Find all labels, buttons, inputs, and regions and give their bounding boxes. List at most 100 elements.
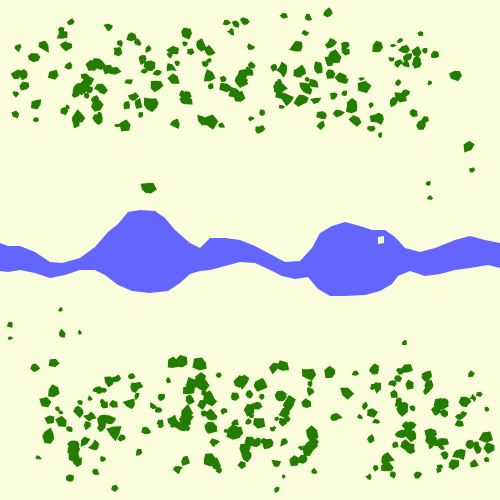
vegetation-patch	[455, 448, 466, 461]
vegetation-patch	[248, 116, 255, 122]
vegetation-patch	[293, 64, 307, 78]
vegetation-patch	[127, 92, 140, 101]
vegetation-patch	[77, 399, 83, 406]
vegetation-patch	[402, 53, 413, 62]
vegetation-patch	[204, 421, 218, 434]
vegetation-patch	[395, 368, 405, 375]
vegetation-patch	[182, 41, 188, 47]
vegetation-patch	[281, 474, 286, 479]
vegetation-patch	[100, 456, 107, 462]
vegetation-patch	[247, 43, 256, 50]
vegetation-patch	[394, 59, 404, 69]
vegetation-patch	[449, 70, 462, 82]
vegetation-patch	[197, 400, 207, 410]
vegetation-patch	[44, 415, 55, 424]
vegetation-patch	[30, 363, 41, 372]
vegetation-patch	[306, 425, 319, 443]
vegetation-patch	[469, 459, 479, 468]
vegetation-patch	[135, 448, 143, 456]
vegetation-patch	[357, 80, 372, 94]
vegetation-patch	[71, 91, 80, 98]
vegetation-patch	[289, 40, 303, 52]
vegetation-patch	[38, 40, 49, 53]
vegetation-patch	[203, 69, 216, 82]
vegetation-patch	[122, 398, 135, 410]
vegetation-patch	[86, 86, 93, 94]
vegetation-patch	[210, 413, 218, 420]
vegetation-patch	[80, 73, 91, 81]
vegetation-patch	[47, 69, 59, 80]
vegetation-patch	[58, 306, 63, 312]
vegetation-patch	[175, 354, 188, 368]
vegetation-patch	[413, 471, 423, 479]
vegetation-patch	[220, 408, 228, 415]
vegetation-patch	[417, 31, 424, 37]
vegetation-patch	[325, 69, 336, 79]
vegetation-patch	[127, 373, 136, 380]
vegetation-patch	[394, 429, 406, 438]
vegetation-patch	[141, 426, 152, 435]
vegetation-patch	[237, 374, 250, 390]
vegetation-patch	[389, 97, 398, 108]
vegetation-patch	[369, 112, 384, 125]
vegetation-patch	[436, 464, 444, 469]
vegetation-patch	[357, 413, 363, 419]
vegetation-patch	[113, 46, 123, 57]
vegetation-patch	[406, 443, 416, 455]
vegetation-patch	[448, 463, 455, 470]
vegetation-patch	[301, 368, 317, 381]
vegetation-patch	[368, 101, 374, 109]
vegetation-patch	[82, 411, 97, 422]
vegetation-patch	[72, 119, 80, 129]
vegetation-patch	[11, 110, 20, 119]
vegetation-patch	[55, 406, 60, 412]
vegetation-patch	[35, 455, 43, 460]
vegetation-patch	[389, 471, 396, 479]
vegetation-patch	[463, 140, 475, 153]
vegetation-patch	[83, 420, 91, 431]
vegetation-patch	[99, 399, 105, 406]
vegetation-patch	[304, 77, 310, 82]
vegetation-patch	[167, 356, 179, 368]
vegetation-patch	[280, 438, 289, 447]
vegetation-patch	[145, 44, 152, 53]
vegetation-patch	[305, 13, 313, 21]
vegetation-patch	[134, 38, 142, 47]
vegetation-patch	[187, 48, 195, 56]
vegetation-patch	[245, 418, 252, 425]
vegetation-patch	[203, 453, 216, 467]
vegetation-patch	[223, 428, 230, 433]
vegetation-patch	[228, 87, 241, 98]
vegetation-patch	[18, 69, 28, 81]
vegetation-patch	[201, 390, 209, 396]
vegetation-patch	[72, 457, 82, 468]
vegetation-patch	[92, 468, 100, 475]
vegetation-patch	[249, 401, 263, 410]
vegetation-patch	[323, 7, 333, 18]
vegetation-patch	[398, 44, 411, 54]
vegetation-patch	[361, 401, 368, 410]
vegetation-patch	[324, 365, 336, 379]
vegetation-patch	[234, 74, 249, 89]
vegetation-patch	[65, 426, 73, 432]
vegetation-patch	[311, 467, 318, 474]
vegetation-patch	[405, 379, 414, 390]
vegetation-patch	[469, 393, 476, 403]
vegetation-patch	[215, 467, 223, 474]
vegetation-patch	[435, 438, 450, 449]
vegetation-patch	[397, 38, 403, 44]
vegetation-patch	[430, 405, 441, 416]
vegetation-patch	[348, 115, 362, 127]
vegetation-patch	[401, 364, 413, 373]
vegetation-patch	[104, 414, 117, 425]
vegetation-patch	[395, 79, 402, 87]
vegetation-patch	[428, 444, 434, 450]
vegetation-patch	[134, 392, 140, 401]
vegetation-patch	[166, 52, 173, 59]
vegetation-patch	[200, 382, 207, 388]
vegetation-patch	[55, 415, 67, 427]
vegetation-patch	[262, 438, 274, 450]
vegetation-patch	[56, 30, 68, 39]
vegetation-patch	[181, 455, 190, 466]
